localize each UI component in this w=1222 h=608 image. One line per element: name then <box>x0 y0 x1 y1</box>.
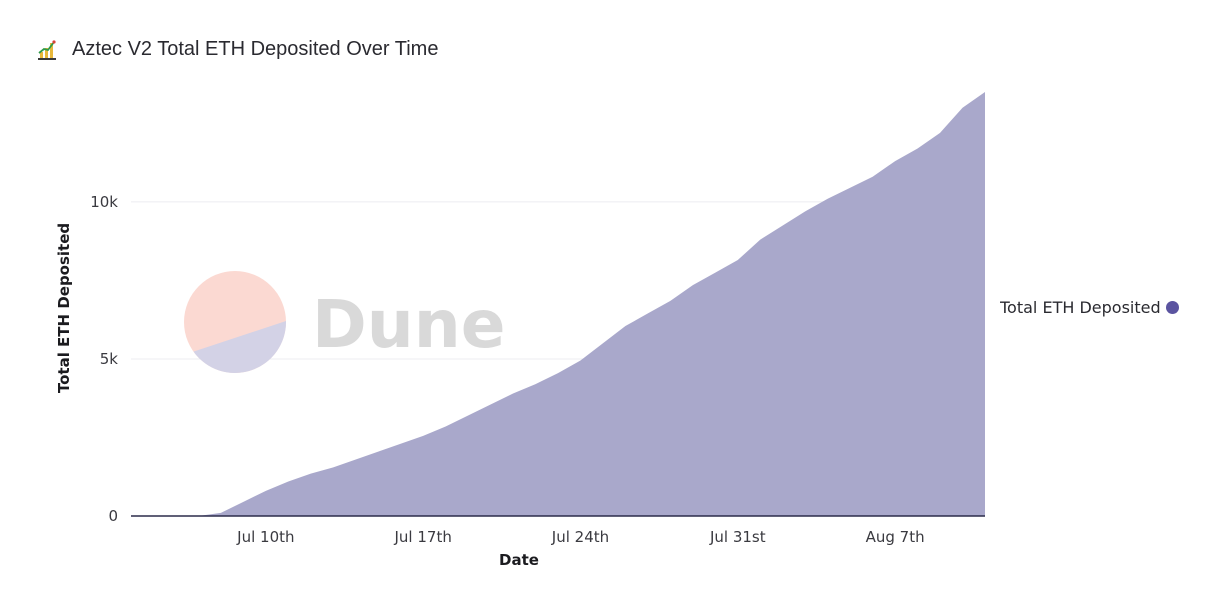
x-tick-label: Jul 17th <box>393 528 451 546</box>
legend-item-dot <box>1166 301 1179 314</box>
chart-title-row: Aztec V2 Total ETH Deposited Over Time <box>36 38 438 61</box>
watermark-text: Dune <box>312 286 506 363</box>
x-axis-title: Date <box>499 551 539 569</box>
area-chart-icon <box>36 39 58 61</box>
tick-labels: 0 5k 10k Jul 10th Jul 17th Jul 24th Jul 31st Au… <box>90 193 924 546</box>
x-tick-label: Jul 24th <box>551 528 609 546</box>
y-tick-label: 5k <box>100 350 119 368</box>
dune-logo-icon <box>184 271 287 373</box>
legend-item-label: Total ETH Deposited <box>1000 298 1160 317</box>
chart-title: Aztec V2 Total ETH Deposited Over Time <box>72 38 439 60</box>
y-tick-label: 10k <box>90 193 118 211</box>
x-tick-label: Jul 31st <box>709 528 766 546</box>
y-tick-label: 0 <box>108 507 118 525</box>
legend[interactable]: Total ETH Deposited <box>1000 298 1186 317</box>
x-tick-label: Jul 10th <box>236 528 294 546</box>
y-axis-title: Total ETH Deposited <box>55 223 73 393</box>
series-area-fill[interactable] <box>131 92 985 516</box>
series-area <box>131 92 985 516</box>
x-tick-label: Aug 7th <box>866 528 925 546</box>
dune-watermark: Dune <box>184 271 506 373</box>
